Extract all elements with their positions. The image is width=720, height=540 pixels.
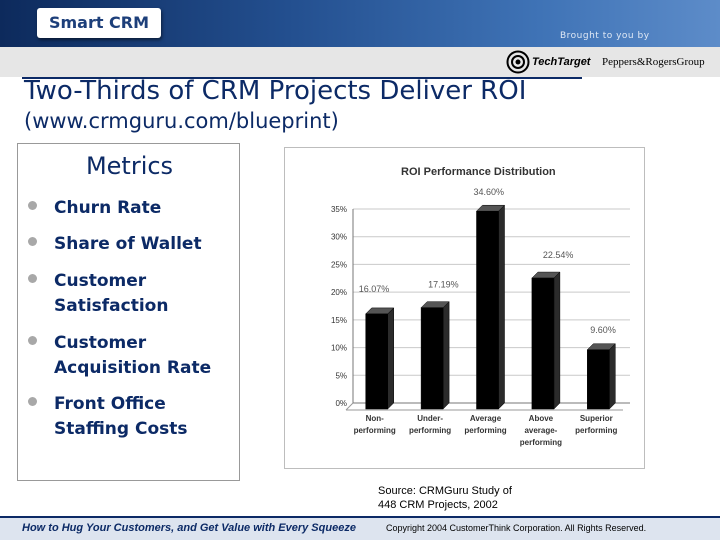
y-tick-label: 0% xyxy=(335,399,347,408)
logo-text: Smart CRM xyxy=(48,13,150,32)
smart-crm-logo: Smart CRM xyxy=(37,8,161,38)
bar-side xyxy=(387,307,394,410)
bullet-icon xyxy=(28,336,37,345)
category-label: performing xyxy=(575,426,617,435)
y-tick-label: 30% xyxy=(331,233,347,242)
bar-value-label: 22.54% xyxy=(543,250,574,260)
bullet-icon xyxy=(28,274,37,283)
category-label: Non- xyxy=(366,414,385,423)
bar xyxy=(365,313,388,410)
footer-rule xyxy=(0,516,720,518)
sponsor-techtarget: TechTarget xyxy=(532,56,591,68)
roi-chart: ROI Performance Distribution 0% 5% 10% 15% 20… xyxy=(284,147,645,469)
category-label: Under- xyxy=(417,414,443,423)
metric-label: Customer Satisfaction xyxy=(54,271,169,316)
header-band: Smart CRM Brought to you by xyxy=(0,0,720,47)
metrics-title: Metrics xyxy=(85,152,174,180)
y-tick-label: 20% xyxy=(331,288,347,297)
brought-by-label: Brought to you by xyxy=(560,31,650,41)
y-tick-label: 15% xyxy=(331,316,347,325)
category-label: Average xyxy=(470,414,502,423)
eye-logo-icon xyxy=(506,50,530,74)
bar xyxy=(531,277,555,410)
bar-value-label: 9.60% xyxy=(590,325,616,335)
bullet-icon xyxy=(28,201,37,210)
bar xyxy=(420,307,444,410)
footer-bar: How to Hug Your Customers, and Get Value… xyxy=(0,518,720,540)
roi-bar-chart: ROI Performance Distribution 0% 5% 10% 15% 20… xyxy=(331,166,630,447)
bar-side xyxy=(609,343,616,410)
y-tick-label: 5% xyxy=(335,371,347,380)
bar xyxy=(587,349,610,410)
category-label: performing xyxy=(409,426,451,435)
y-tick-label: 25% xyxy=(331,260,347,269)
slide-title: Two-Thirds of CRM Projects Deliver ROI xyxy=(24,76,527,106)
bar-value-label: 17.19% xyxy=(428,280,459,290)
source-note: Source: CRMGuru Study of 448 CRM Project… xyxy=(378,484,538,512)
category-label: performing xyxy=(520,438,562,447)
category-label: Superior xyxy=(580,414,613,423)
metric-label: Churn Rate xyxy=(54,198,162,218)
category-label: performing xyxy=(464,426,506,435)
bar-side xyxy=(553,271,561,410)
slide-subtitle: (www.crmguru.com/blueprint) xyxy=(24,109,339,133)
sponsor-band xyxy=(0,47,720,77)
category-label: Above xyxy=(529,414,554,423)
bullet-icon xyxy=(28,397,37,406)
footer-copyright: Copyright 2004 CustomerThink Corporation… xyxy=(386,523,647,533)
category-label: average- xyxy=(524,426,557,435)
y-tick-label: 35% xyxy=(331,205,347,214)
metrics-panel: Metrics Churn Rate Share of Wallet Custo… xyxy=(17,143,240,481)
source-line-1: Source: CRMGuru Study of xyxy=(378,485,512,497)
metric-label: Share of Wallet xyxy=(54,234,202,254)
source-line-2: 448 CRM Projects, 2002 xyxy=(378,499,498,511)
y-tick-label: 10% xyxy=(331,344,347,353)
bar-side xyxy=(442,301,450,410)
bar-value-label: 16.07% xyxy=(359,284,390,294)
bullet-icon xyxy=(28,237,37,246)
metric-label: Customer Acquisition Rate xyxy=(54,333,212,378)
axis-depth-line xyxy=(345,402,354,411)
bar xyxy=(476,210,499,410)
footer-tagline: How to Hug Your Customers, and Get Value… xyxy=(22,522,356,534)
sponsor-logos: TechTarget Peppers&RogersGroup xyxy=(502,49,714,75)
chart-title: ROI Performance Distribution xyxy=(401,166,556,178)
bar-value-label: 34.60% xyxy=(474,187,505,197)
bar-side xyxy=(498,204,505,410)
category-label: performing xyxy=(354,426,396,435)
title-rule xyxy=(22,77,582,79)
sponsor-peppers-rogers: Peppers&RogersGroup xyxy=(602,56,705,68)
metric-label: Front Office Staffing Costs xyxy=(54,394,188,439)
